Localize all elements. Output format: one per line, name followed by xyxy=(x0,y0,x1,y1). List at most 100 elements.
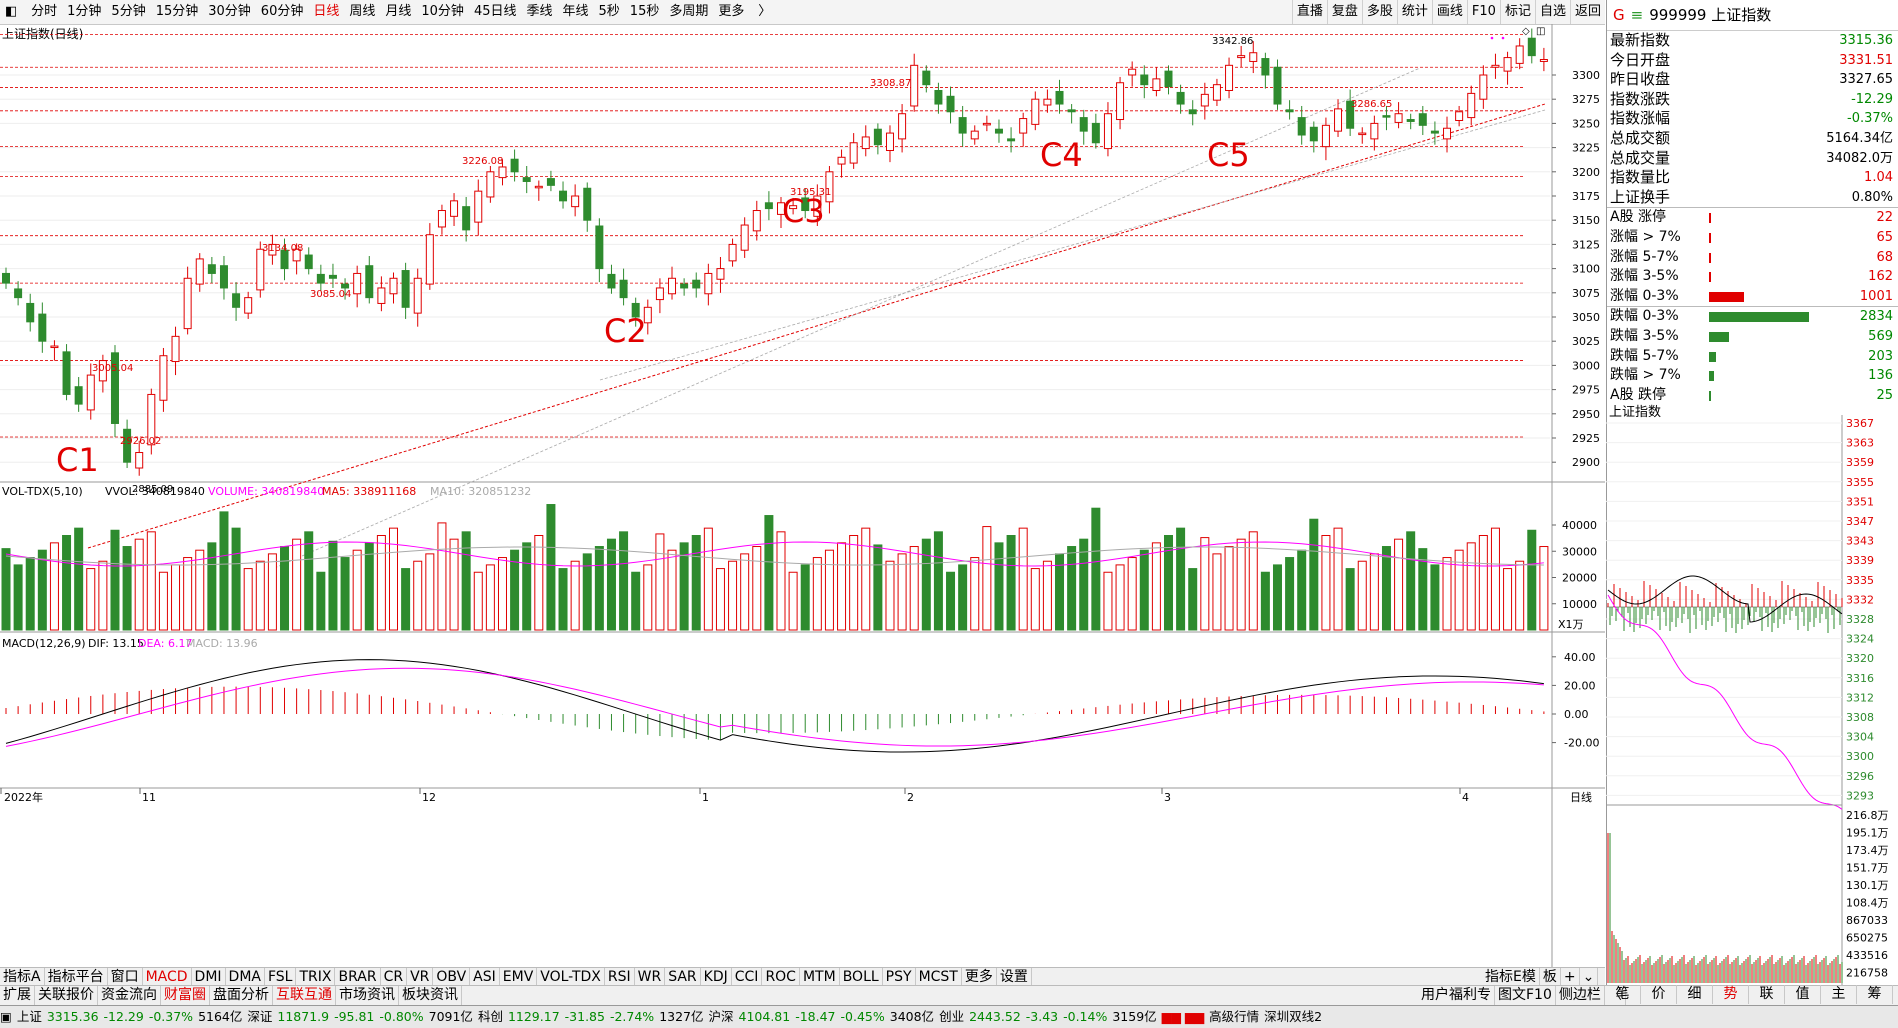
bottom-tab[interactable]: 扩展 xyxy=(0,986,35,1005)
candle-body xyxy=(1503,57,1512,72)
indicator-tab[interactable]: DMA xyxy=(226,968,265,986)
indicator-tab[interactable]: KDJ xyxy=(701,968,732,986)
indicator-tab[interactable]: OBV xyxy=(433,968,471,986)
period-tab[interactable]: 周线 xyxy=(349,4,376,19)
indicator-tab[interactable]: BOLL xyxy=(840,968,883,986)
candle-body xyxy=(1467,92,1476,119)
period-tab[interactable]: 日线 xyxy=(313,4,340,19)
bottom-tab[interactable]: 关联报价 xyxy=(35,986,98,1005)
candle-body xyxy=(147,393,156,446)
status-index-name[interactable]: 沪深 xyxy=(708,1009,734,1024)
period-tab[interactable]: 更多 xyxy=(718,4,745,19)
indicator-tab[interactable]: 指标平台 xyxy=(45,968,108,986)
indicator-tab[interactable]: RSI xyxy=(605,968,635,986)
period-tab[interactable]: 1分钟 xyxy=(67,4,102,19)
toolbar-button[interactable]: F10 xyxy=(1466,0,1500,24)
panel-tab[interactable]: 筹 xyxy=(1857,985,1893,1004)
menu-icon[interactable]: ≡ xyxy=(1630,6,1644,24)
period-tab[interactable]: 15分钟 xyxy=(155,4,199,19)
status-index-name[interactable]: 创业 xyxy=(939,1009,965,1024)
indicator-tab[interactable]: MACD xyxy=(143,968,192,986)
add-icon[interactable]: + xyxy=(1561,968,1580,986)
panel-tab[interactable]: 值 xyxy=(1785,985,1821,1004)
volume-bar xyxy=(1151,542,1161,631)
panel-tab[interactable]: 细 xyxy=(1677,985,1713,1004)
indicator-right-tab[interactable]: 板 xyxy=(1540,968,1561,986)
period-tab[interactable]: 10分钟 xyxy=(421,4,464,19)
toolbar-button[interactable]: 标记 xyxy=(1499,0,1535,24)
kline-chart[interactable]: 3300 3275 3250 3225 3200 3175 3150 3125 3100 3075… xyxy=(0,24,1605,967)
indicator-tab[interactable]: BRAR xyxy=(335,968,381,986)
indicator-tab[interactable]: WR xyxy=(635,968,666,986)
toolbar-button[interactable]: 直播 xyxy=(1291,0,1327,24)
candle-body xyxy=(171,335,180,363)
chevron-left-icon[interactable]: 〈 xyxy=(1605,986,1626,1005)
indicator-tab[interactable]: MTM xyxy=(800,968,840,986)
period-tab[interactable]: 45日线 xyxy=(473,4,517,19)
indicator-tab[interactable]: DMI xyxy=(192,968,226,986)
indicator-tab[interactable]: SAR xyxy=(665,968,701,986)
candle-body xyxy=(1539,59,1548,62)
period-tab[interactable]: 月线 xyxy=(385,4,412,19)
indicator-tab[interactable]: CR xyxy=(381,968,408,986)
bottom-tab[interactable]: 盘面分析 xyxy=(210,986,273,1005)
period-tab[interactable]: 季线 xyxy=(526,4,553,19)
breadth-label: 跌幅 0-3% xyxy=(1610,308,1679,325)
status-right-item[interactable]: 深圳双线2 xyxy=(1264,1009,1323,1024)
indicator-tab[interactable]: ASI xyxy=(470,968,500,986)
intraday-mini-chart[interactable]: 3367 3363 3359 3355 3351 3347 3343 3339 3335 3332… xyxy=(1606,415,1898,985)
indicator-tab[interactable]: ROC xyxy=(762,968,800,986)
bottom-tab[interactable]: 板块资讯 xyxy=(399,986,462,1005)
indicator-tab[interactable]: MCST xyxy=(916,968,962,986)
panel-tab[interactable]: 联 xyxy=(1749,985,1785,1004)
status-index-name[interactable]: 科创 xyxy=(477,1009,503,1024)
bottom-right-tab[interactable]: 侧边栏 xyxy=(1556,986,1605,1005)
panel-tab[interactable]: 笔 xyxy=(1605,985,1641,1004)
toolbar-button[interactable]: 统计 xyxy=(1396,0,1432,24)
volume-bar xyxy=(183,557,193,631)
period-tab[interactable]: 30分钟 xyxy=(208,4,251,19)
status-index-name[interactable]: 深证 xyxy=(247,1009,273,1024)
period-tab[interactable]: 分时 xyxy=(31,4,58,19)
bottom-right-tab[interactable]: 图文F10 xyxy=(1495,986,1556,1005)
bottom-tab[interactable]: 财富圈 xyxy=(161,986,210,1005)
chevron-down-icon[interactable]: ⌄ xyxy=(1580,968,1599,986)
period-tab[interactable]: 年线 xyxy=(562,4,589,19)
volume-bar xyxy=(1394,538,1404,631)
indicator-tab[interactable]: 指标A xyxy=(0,968,45,986)
period-tab[interactable]: 60分钟 xyxy=(260,4,304,19)
indicator-tab[interactable]: 更多 xyxy=(962,968,997,986)
indicator-tab[interactable]: 设置 xyxy=(997,968,1032,986)
toolbar-collapse-icon[interactable]: ◧ xyxy=(5,4,18,19)
toolbar-button[interactable]: 多股 xyxy=(1361,0,1397,24)
bottom-right-tab[interactable]: 用户福利专 xyxy=(1418,986,1495,1005)
bottom-tab[interactable]: 互联互通 xyxy=(273,986,336,1005)
period-tab[interactable]: 15秒 xyxy=(629,4,660,19)
indicator-tab[interactable]: PSY xyxy=(883,968,916,986)
period-tab[interactable]: 5秒 xyxy=(598,4,620,19)
indicator-tab[interactable]: EMV xyxy=(500,968,538,986)
mini-axis-label: 3320 xyxy=(1846,652,1874,665)
panel-tab[interactable]: 价 xyxy=(1641,985,1677,1004)
toolbar-button[interactable]: 复盘 xyxy=(1326,0,1362,24)
toolbar-button[interactable]: 自选 xyxy=(1534,0,1570,24)
chevron-right-icon[interactable]: 〉 xyxy=(758,4,772,19)
status-index-name[interactable]: 上证 xyxy=(16,1009,42,1024)
indicator-tab[interactable]: CCI xyxy=(732,968,763,986)
indicator-tab[interactable]: VR xyxy=(407,968,434,986)
toolbar-button[interactable]: 画线 xyxy=(1431,0,1467,24)
period-tab[interactable]: 多周期 xyxy=(669,4,709,19)
panel-tab[interactable]: 势 xyxy=(1713,985,1749,1004)
indicator-tab[interactable]: FSL xyxy=(265,968,297,986)
period-tab[interactable]: 5分钟 xyxy=(111,4,146,19)
toolbar-button[interactable]: 返回 xyxy=(1569,0,1605,24)
indicator-tab[interactable]: TRIX xyxy=(296,968,336,986)
bottom-tab[interactable]: 资金流向 xyxy=(98,986,161,1005)
indicator-tab[interactable]: 窗口 xyxy=(108,968,143,986)
panel-tab[interactable]: 主 xyxy=(1821,985,1857,1004)
status-right-item[interactable]: 高级行情 xyxy=(1209,1009,1260,1024)
indicator-right-tab[interactable]: 指标E模 xyxy=(1482,968,1540,986)
bottom-tab[interactable]: 市场资讯 xyxy=(336,986,399,1005)
volume-bar xyxy=(1381,546,1391,631)
indicator-tab[interactable]: VOL-TDX xyxy=(537,968,605,986)
